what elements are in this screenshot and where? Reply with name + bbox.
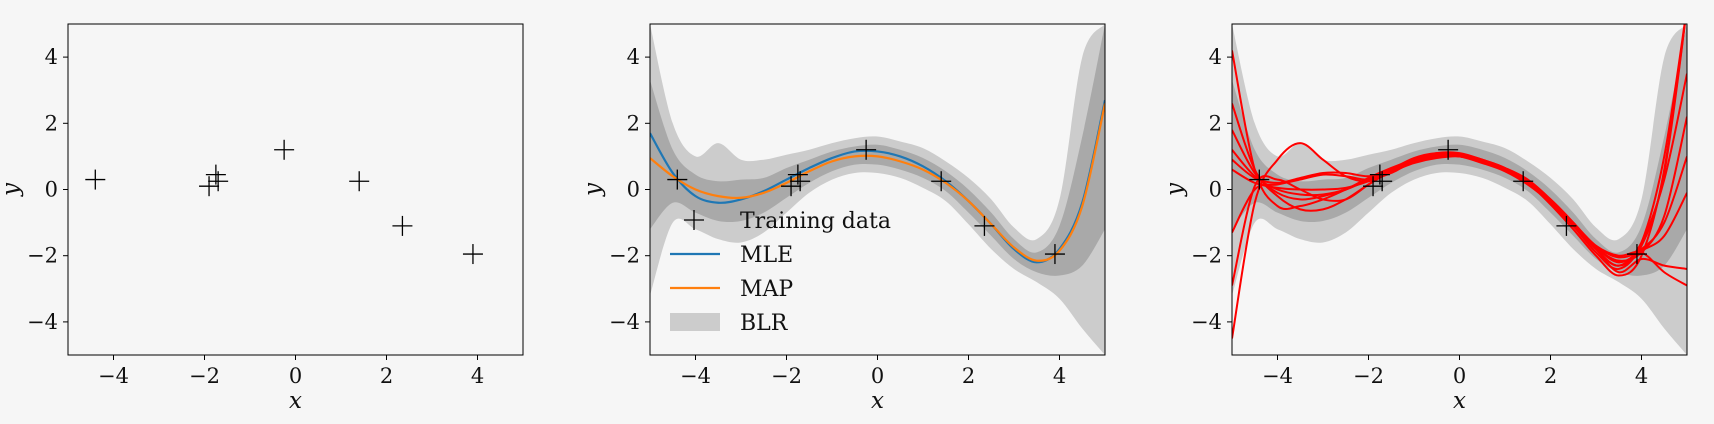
x-tick-label: 4 <box>471 364 484 388</box>
posterior-sample-9 <box>1232 73 1687 267</box>
y-tick-label: 4 <box>627 45 640 69</box>
data-point <box>1249 169 1270 190</box>
data-point <box>1556 215 1577 236</box>
y-tick-label: 0 <box>1209 178 1222 202</box>
y-tick-label: −4 <box>1191 310 1222 334</box>
x-axis-label: x <box>289 388 302 414</box>
plot-area <box>1232 24 1687 355</box>
x-tick-label: 0 <box>871 364 884 388</box>
data-point <box>781 176 802 197</box>
y-tick-label: 4 <box>45 45 58 69</box>
y-tick-label: −4 <box>27 310 58 334</box>
posterior-sample-7 <box>1232 24 1686 277</box>
series-line-mle <box>650 99 1105 264</box>
legend-label: MLE <box>740 243 793 268</box>
data-point <box>274 139 295 160</box>
data-point <box>1626 244 1647 265</box>
data-point <box>667 169 688 190</box>
data-point <box>790 171 811 192</box>
chart-panel-2: −4 −4 −2 −2 0 0 2 2 4 4 x y Training data MLE MAP BLR <box>580 23 1106 414</box>
y-tick-label: −2 <box>27 244 58 268</box>
legend-label: Training data <box>740 209 891 234</box>
data-point <box>974 215 995 236</box>
data-point <box>85 169 106 190</box>
x-tick-label: 0 <box>289 364 302 388</box>
y-tick-label: −4 <box>609 310 640 334</box>
data-point <box>1438 139 1459 160</box>
data-point <box>1372 171 1393 192</box>
x-axis-label: x <box>1453 388 1466 414</box>
blr-band-inner <box>650 24 1105 276</box>
axes-frame <box>67 23 524 356</box>
y-axis-label: y <box>1162 182 1188 197</box>
y-tick-label: 0 <box>45 178 58 202</box>
x-tick-label: 4 <box>1053 364 1066 388</box>
data-point <box>199 176 220 197</box>
x-tick-label: −2 <box>1353 364 1384 388</box>
chart-panel-1: −4 −4 −2 −2 0 0 2 2 4 4 x y <box>0 23 524 414</box>
data-point <box>462 244 483 265</box>
legend-band-swatch <box>670 313 720 331</box>
legend-label: BLR <box>740 311 789 336</box>
x-tick-label: −2 <box>189 364 220 388</box>
legend-label: MAP <box>740 277 793 302</box>
legend: Training data MLE MAP BLR <box>670 209 891 336</box>
plot-area <box>85 139 483 265</box>
x-tick-label: 2 <box>1544 364 1557 388</box>
posterior-sample-8 <box>1232 155 1687 259</box>
x-tick-label: 2 <box>962 364 975 388</box>
y-axis-label: y <box>580 182 606 197</box>
blr-band-inner <box>1232 24 1687 276</box>
y-tick-label: 2 <box>1209 111 1222 135</box>
data-point <box>1513 171 1534 192</box>
x-tick-label: −4 <box>1262 364 1293 388</box>
y-tick-label: 0 <box>627 178 640 202</box>
x-tick-label: −4 <box>680 364 711 388</box>
data-point <box>931 171 952 192</box>
y-tick-label: 2 <box>627 111 640 135</box>
data-point <box>856 139 877 160</box>
data-point <box>392 215 413 236</box>
y-tick-label: 2 <box>45 111 58 135</box>
chart-panel-3: −4 −4 −2 −2 0 0 2 2 4 4 x y <box>1162 23 1688 414</box>
x-axis-label: x <box>871 388 884 414</box>
data-point <box>1044 244 1065 265</box>
x-tick-label: −4 <box>98 364 129 388</box>
data-point <box>349 171 370 192</box>
plot-area <box>650 24 1105 355</box>
y-tick-label: −2 <box>1191 244 1222 268</box>
y-axis-label: y <box>0 182 24 197</box>
x-tick-label: 2 <box>380 364 393 388</box>
x-tick-label: −2 <box>771 364 802 388</box>
series-line-map <box>650 103 1105 262</box>
x-tick-label: 0 <box>1453 364 1466 388</box>
y-tick-label: −2 <box>609 244 640 268</box>
x-tick-label: 4 <box>1635 364 1648 388</box>
y-tick-label: 4 <box>1209 45 1222 69</box>
data-point <box>208 171 229 192</box>
data-point <box>1363 176 1384 197</box>
